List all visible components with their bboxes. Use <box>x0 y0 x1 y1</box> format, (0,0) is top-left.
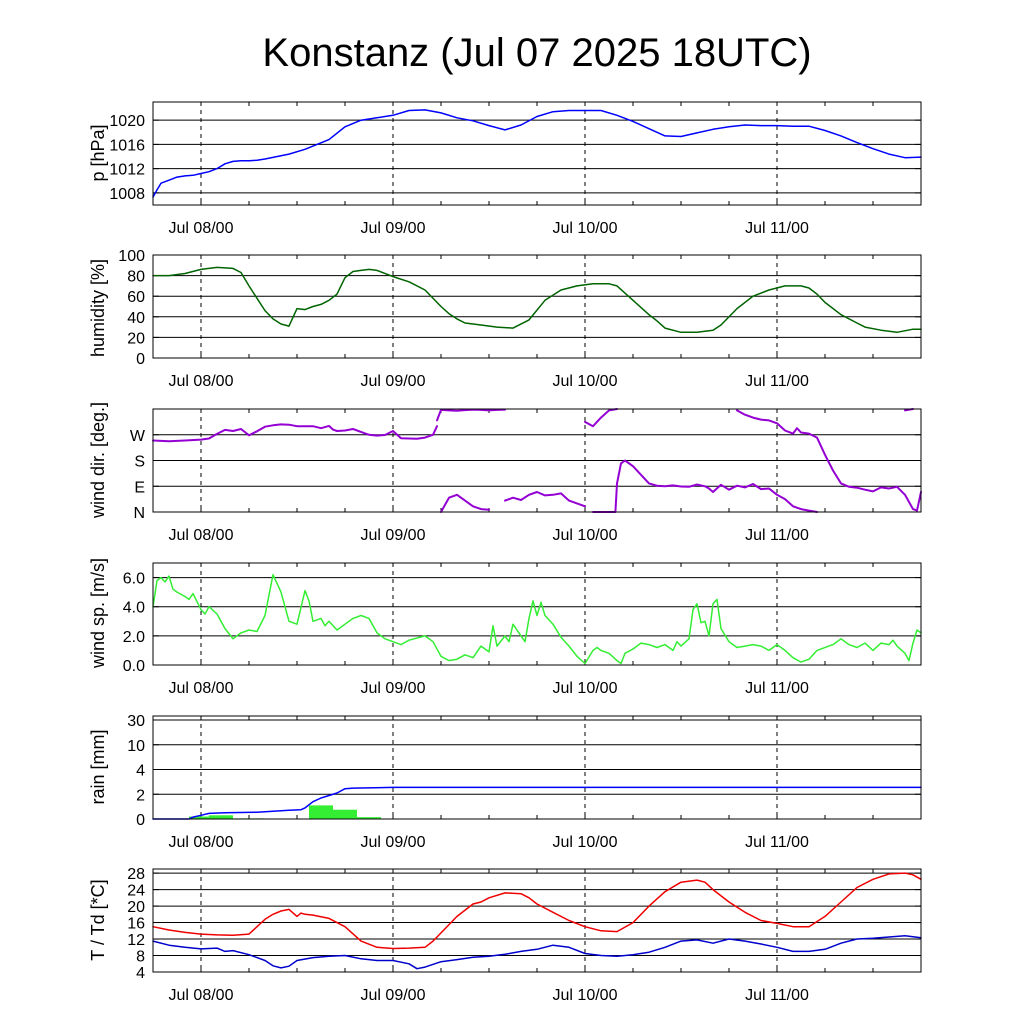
series-line-wind_dir <box>736 409 922 512</box>
rain-bar <box>357 817 381 819</box>
panel-rain: 0 2 4 10 30 Jul 08/00 Jul 09/00 Jul 10/00 Jul 11… <box>88 713 922 851</box>
series-line-wind_dir <box>592 459 818 513</box>
series-line-wind_dir <box>152 423 438 443</box>
ytick-label-pressure: 1016 <box>109 137 145 154</box>
ylabel-wind_speed: wind sp. [m/s] <box>88 558 108 669</box>
xtick-label-humidity: Jul 08/00 <box>169 373 234 390</box>
series-line-pressure <box>152 109 922 198</box>
xtick-label-rain: Jul 11/00 <box>745 834 809 851</box>
series-line-wind_speed <box>152 573 922 665</box>
ytick-label-wind_dir: E <box>134 479 145 496</box>
series-line-wind_dir <box>584 408 618 428</box>
xtick-label-wind_dir: Jul 08/00 <box>169 527 234 544</box>
ytick-label-rain: 4 <box>136 763 145 780</box>
ytick-label-humidity: 100 <box>118 248 145 265</box>
rain-bar <box>309 805 333 819</box>
series-line-rain-cumulative <box>152 786 922 820</box>
xtick-label-pressure: Jul 10/00 <box>553 220 618 237</box>
ytick-label-rain: 2 <box>136 787 145 804</box>
ytick-label-wind_dir: W <box>130 428 146 445</box>
ytick-label-temperature: 24 <box>127 883 145 900</box>
xtick-label-pressure: Jul 08/00 <box>169 220 234 237</box>
ylabel-wind_dir: wind dir. [deg.] <box>88 402 108 519</box>
plot-frame <box>152 101 922 206</box>
xtick-label-wind_dir: Jul 10/00 <box>553 527 618 544</box>
series-line-wind_dir <box>504 491 586 508</box>
ytick-label-humidity: 0 <box>136 351 145 368</box>
panel-humidity: 0 20 40 60 80 100 Jul 08/00 Jul 09/00 Jul 10/00 J… <box>88 248 922 390</box>
ytick-label-rain: 10 <box>127 738 145 755</box>
chart-title: Konstanz (Jul 07 2025 18UTC) <box>262 31 811 75</box>
ytick-label-temperature: 4 <box>136 965 145 982</box>
ytick-label-temperature: 12 <box>127 932 145 949</box>
ytick-label-wind_speed: 6.0 <box>123 571 145 588</box>
ytick-label-rain: 30 <box>127 713 145 730</box>
xtick-label-temperature: Jul 08/00 <box>169 987 234 1004</box>
ytick-label-pressure: 1008 <box>109 186 145 203</box>
xtick-label-rain: Jul 08/00 <box>169 834 234 851</box>
ytick-label-wind_dir: S <box>134 454 145 471</box>
xtick-label-temperature: Jul 10/00 <box>553 987 618 1004</box>
plot-frame <box>152 254 922 359</box>
ytick-label-temperature: 20 <box>127 899 145 916</box>
xtick-label-humidity: Jul 09/00 <box>361 373 426 390</box>
xtick-label-wind_speed: Jul 09/00 <box>361 680 426 697</box>
series-line-humidity <box>152 266 922 334</box>
plot-frame <box>152 715 922 820</box>
ytick-label-temperature: 28 <box>127 866 145 883</box>
ytick-label-wind_speed: 2.0 <box>123 629 145 646</box>
panel-wind_speed: 0.0 2.0 4.0 6.0 Jul 08/00 Jul 09/00 Jul 10/00 J… <box>88 558 922 697</box>
series-line-wind_dir <box>436 408 506 422</box>
ylabel-temperature: T / Td [*C] <box>88 879 108 960</box>
ylabel-rain: rain [mm] <box>88 729 108 804</box>
ytick-label-temperature: 8 <box>136 949 145 966</box>
xtick-label-pressure: Jul 11/00 <box>745 220 809 237</box>
xtick-label-wind_speed: Jul 11/00 <box>745 680 809 697</box>
ytick-label-humidity: 40 <box>127 310 145 327</box>
xtick-label-temperature: Jul 11/00 <box>745 987 809 1004</box>
ytick-label-wind_speed: 4.0 <box>123 600 145 617</box>
xtick-label-humidity: Jul 10/00 <box>553 373 618 390</box>
ytick-label-humidity: 80 <box>127 269 145 286</box>
xtick-label-wind_dir: Jul 11/00 <box>745 527 809 544</box>
xtick-label-wind_dir: Jul 09/00 <box>361 527 426 544</box>
xtick-label-rain: Jul 09/00 <box>361 834 426 851</box>
xtick-label-humidity: Jul 11/00 <box>745 373 809 390</box>
plot-frame <box>152 562 922 666</box>
ytick-label-temperature: 16 <box>127 916 145 933</box>
series-line-temperature-t <box>152 872 922 950</box>
ytick-label-pressure: 1020 <box>109 113 145 130</box>
plot-frame <box>152 408 922 513</box>
series-line-wind_dir <box>440 493 490 513</box>
ylabel-pressure: p [hPa] <box>88 124 108 181</box>
rain-bar <box>189 816 209 819</box>
ytick-label-pressure: 1012 <box>109 162 145 179</box>
ytick-label-wind_speed: 0.0 <box>123 658 145 675</box>
ytick-label-rain: 0 <box>136 812 145 829</box>
series-line-temperature-td <box>152 934 922 970</box>
ytick-label-humidity: 20 <box>127 330 145 347</box>
xtick-label-wind_speed: Jul 08/00 <box>169 680 234 697</box>
xtick-label-rain: Jul 10/00 <box>553 834 618 851</box>
rain-bar <box>209 815 233 819</box>
xtick-label-wind_speed: Jul 10/00 <box>553 680 618 697</box>
panel-pressure: 1008 1012 1016 1020 Jul 08/00 Jul 09/00 Jul 10… <box>88 101 922 237</box>
ytick-label-humidity: 60 <box>127 289 145 306</box>
plot-frame <box>152 868 922 973</box>
xtick-label-pressure: Jul 09/00 <box>361 220 426 237</box>
ylabel-humidity: humidity [%] <box>88 259 108 357</box>
rain-bar <box>333 809 357 819</box>
ytick-label-wind_dir: N <box>133 505 145 522</box>
xtick-label-temperature: Jul 09/00 <box>361 987 426 1004</box>
